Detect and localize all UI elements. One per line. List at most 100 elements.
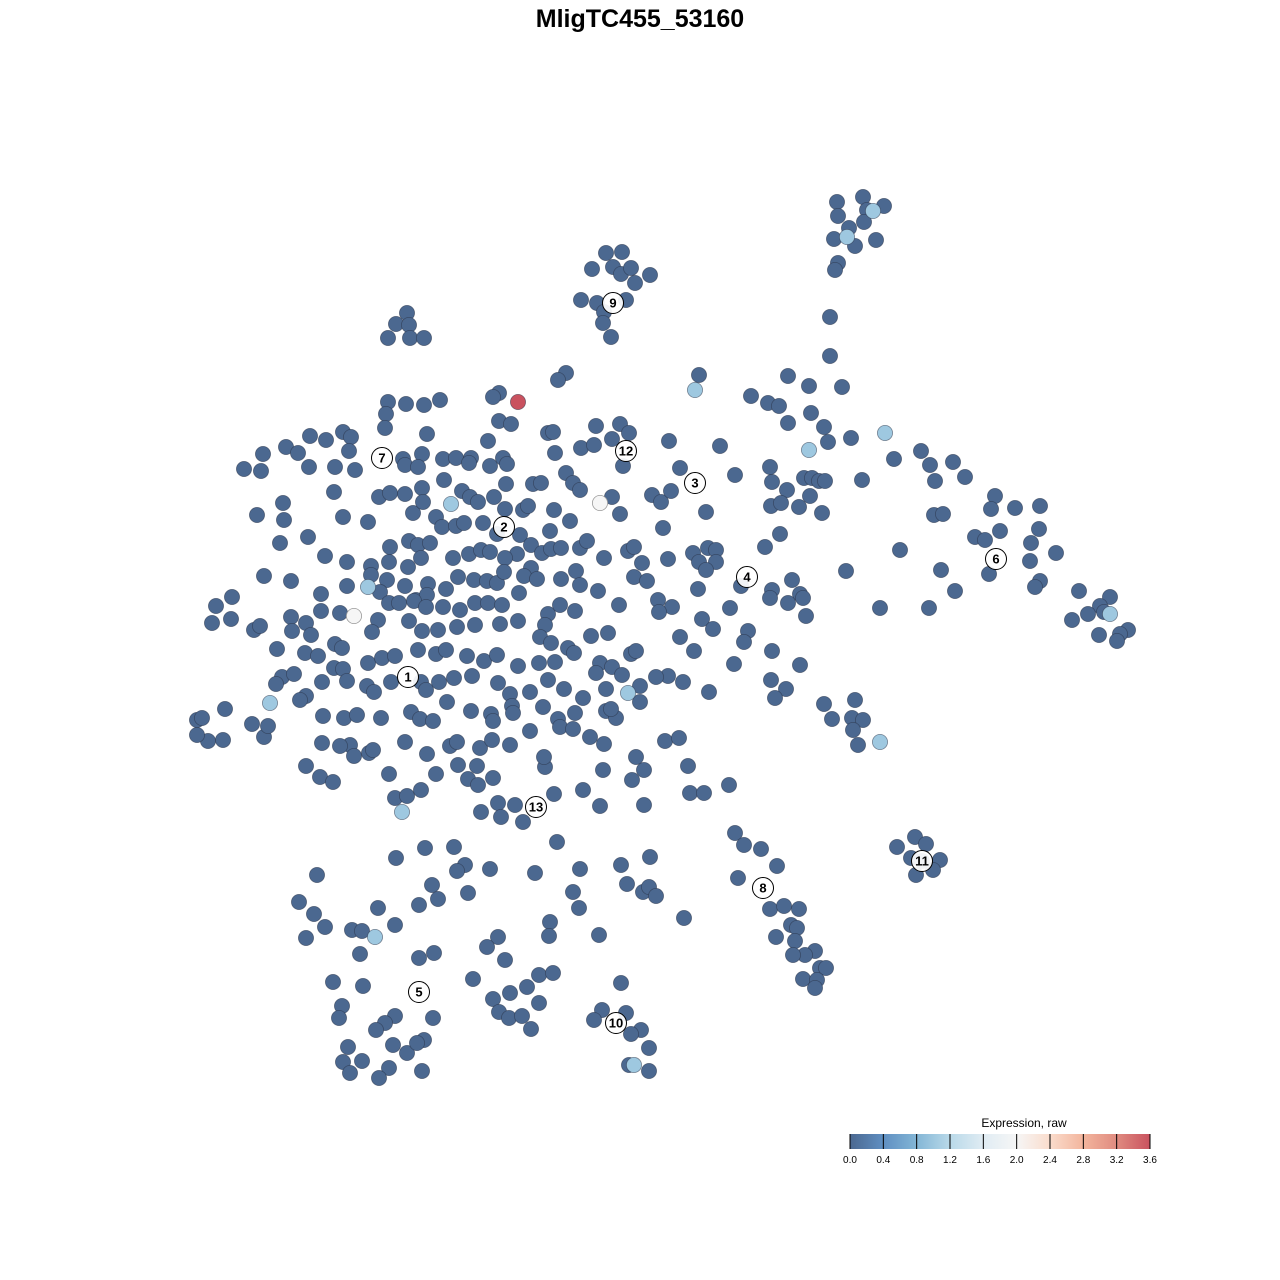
data-point [335, 710, 352, 727]
cluster-label-text: 11 [915, 854, 929, 869]
data-point [489, 795, 506, 812]
points-layer [188, 188, 1137, 1087]
data-point [543, 635, 560, 652]
data-point [381, 539, 398, 556]
data-point [687, 381, 704, 398]
data-point [762, 590, 779, 607]
data-point [484, 770, 501, 787]
data-point [485, 488, 502, 505]
data-point [1071, 583, 1088, 600]
data-point [417, 599, 434, 616]
data-point [612, 505, 629, 522]
data-point [413, 1063, 430, 1080]
data-point [771, 397, 788, 414]
cluster-label: 2 [493, 516, 515, 538]
data-point [300, 458, 317, 475]
data-point [345, 748, 362, 765]
data-point [736, 837, 753, 854]
data-point [254, 445, 271, 462]
data-point [252, 462, 269, 479]
cluster-label-text: 6 [992, 552, 999, 567]
data-point [791, 498, 808, 515]
data-point [481, 544, 498, 561]
data-point [822, 308, 839, 325]
data-point [301, 427, 318, 444]
data-point [531, 995, 548, 1012]
data-point [552, 597, 569, 614]
data-point [382, 674, 399, 691]
chart-title: MligTC455_53160 [536, 5, 744, 33]
data-point [816, 418, 833, 435]
data-point [762, 901, 779, 918]
cluster-label: 11 [911, 850, 933, 872]
data-point [386, 917, 403, 934]
cluster-label-badge [985, 548, 1007, 570]
data-point [479, 432, 496, 449]
data-point [567, 705, 584, 722]
data-point [927, 472, 944, 489]
data-point [634, 555, 651, 572]
data-point [423, 877, 440, 894]
data-point [466, 617, 483, 634]
data-point [690, 581, 707, 598]
data-point [614, 243, 631, 260]
data-point [542, 523, 559, 540]
data-point [326, 458, 343, 475]
data-point [409, 642, 426, 659]
data-point [698, 503, 715, 520]
data-point [275, 512, 292, 529]
data-point [302, 627, 319, 644]
data-point [550, 371, 567, 388]
data-point [553, 571, 570, 588]
data-point [1102, 606, 1119, 623]
data-point [1091, 627, 1108, 644]
data-point [410, 897, 427, 914]
data-point [628, 643, 645, 660]
data-point [579, 533, 596, 550]
data-point [386, 648, 403, 665]
data-point [496, 952, 513, 969]
legend-tick-label: 1.6 [976, 1155, 990, 1166]
cluster-label-badge [684, 472, 706, 494]
data-point [872, 600, 889, 617]
data-point [595, 762, 612, 779]
data-point [509, 658, 526, 675]
data-point [604, 430, 621, 447]
data-point [642, 266, 659, 283]
cluster-label: 12 [615, 440, 637, 462]
data-point [636, 797, 653, 814]
data-point [376, 419, 393, 436]
data-point [584, 260, 601, 277]
data-point [661, 432, 678, 449]
data-point [445, 839, 462, 856]
data-point [359, 514, 376, 531]
data-point [433, 519, 450, 536]
data-point [671, 730, 688, 747]
data-point [381, 484, 398, 501]
data-point [855, 712, 872, 729]
cluster-label-text: 2 [500, 520, 507, 535]
data-point [807, 980, 824, 997]
data-point [430, 674, 447, 691]
data-point [698, 562, 715, 579]
data-point [338, 554, 355, 571]
data-point [1031, 521, 1048, 538]
data-point [414, 493, 431, 510]
data-point [573, 439, 590, 456]
data-point [802, 487, 819, 504]
data-point [415, 329, 432, 346]
data-point [193, 710, 210, 727]
data-point [497, 475, 514, 492]
data-point [282, 609, 299, 626]
data-point [437, 581, 454, 598]
data-point [290, 894, 307, 911]
data-point [614, 667, 631, 684]
data-point [308, 867, 325, 884]
data-point [573, 291, 590, 308]
data-point [380, 766, 397, 783]
data-point [515, 814, 532, 831]
data-point [445, 670, 462, 687]
data-point [427, 766, 444, 783]
data-point [818, 960, 835, 977]
